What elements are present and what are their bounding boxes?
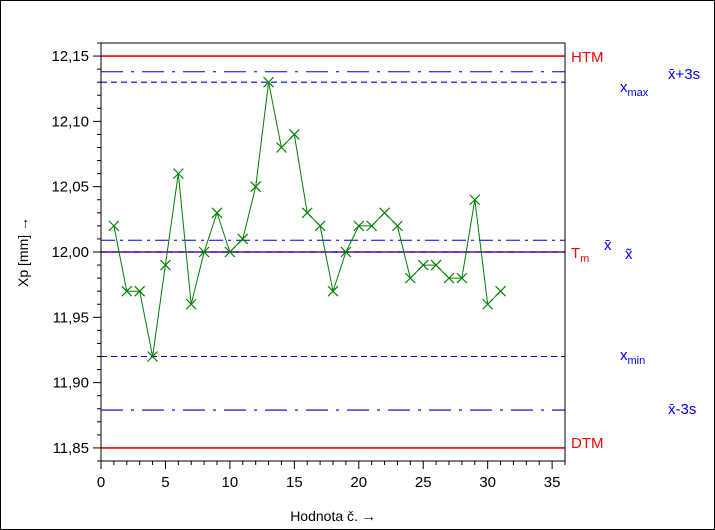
data-point [237, 233, 249, 245]
data-point [314, 220, 326, 232]
y-tick-label: 12,15 [51, 48, 89, 65]
y-tick-label: 12,05 [51, 179, 89, 196]
reference-lines [101, 55, 565, 449]
data-point [469, 194, 481, 206]
data-point [301, 207, 313, 219]
data-point [379, 207, 390, 219]
y-tick-label: 12,10 [51, 113, 89, 130]
y-tick-label: 11,85 [53, 440, 89, 457]
label-dtm: DTM [571, 435, 604, 452]
data-point [172, 168, 184, 180]
x-tick-label: 5 [161, 474, 169, 491]
label-median: x̃ [625, 246, 633, 263]
y-tick-label: 12,00 [51, 244, 89, 261]
x-tick-label: 10 [222, 474, 239, 491]
y-axis: 11,85 11,90 11,95 12,00 12,05 12,10 12,15 [51, 42, 101, 462]
x-axis-label: Hodnota č. → [290, 508, 376, 524]
data-point [417, 259, 429, 271]
y-tick-label: 11,95 [53, 309, 89, 326]
data-point [366, 220, 378, 232]
data-point [495, 285, 506, 297]
reference-line-labels: HTM DTM x̄+3s x̄-3s xmax xmin Tm x̄ x̃ [571, 49, 700, 452]
x-tick-label: 20 [350, 474, 367, 491]
data-point [211, 207, 223, 219]
data-point [456, 272, 468, 284]
data-point [353, 220, 365, 232]
data-point [392, 220, 403, 232]
x-tick-label: 15 [286, 474, 303, 491]
data-point [288, 129, 300, 140]
data-point [430, 259, 442, 271]
data-point [482, 298, 494, 310]
label-x-mean: x̄ [604, 237, 612, 254]
x-tick-label: 25 [415, 474, 432, 491]
data-point [443, 272, 455, 284]
label-x-plus-3s: x̄+3s [668, 66, 700, 83]
y-tick-label: 11,90 [53, 375, 89, 392]
x-tick-label: 35 [544, 474, 561, 491]
label-htm: HTM [571, 49, 604, 66]
data-point [276, 142, 287, 153]
x-axis: 0 5 10 15 20 25 30 35 [97, 461, 566, 491]
label-xmax: xmax [620, 79, 649, 99]
data-point [160, 259, 171, 271]
data-point [263, 76, 274, 88]
x-tick-label: 30 [479, 474, 496, 491]
series-layer [108, 76, 506, 362]
data-point [198, 246, 210, 258]
series-line [113, 82, 501, 357]
data-point [147, 351, 158, 362]
data-point [340, 246, 352, 258]
data-point [327, 285, 339, 297]
data-point [134, 285, 146, 297]
data-point [250, 181, 262, 193]
data-point [121, 285, 133, 297]
label-tm: Tm [571, 245, 589, 265]
data-point [185, 298, 197, 310]
label-xmin: xmin [620, 347, 645, 367]
data-point [108, 220, 120, 232]
label-x-minus-3s: x̄-3s [668, 401, 696, 418]
data-point [224, 246, 236, 258]
y-axis-label: Xp [mm] → [15, 217, 31, 287]
data-point [404, 272, 416, 284]
x-tick-label: 0 [97, 474, 105, 491]
